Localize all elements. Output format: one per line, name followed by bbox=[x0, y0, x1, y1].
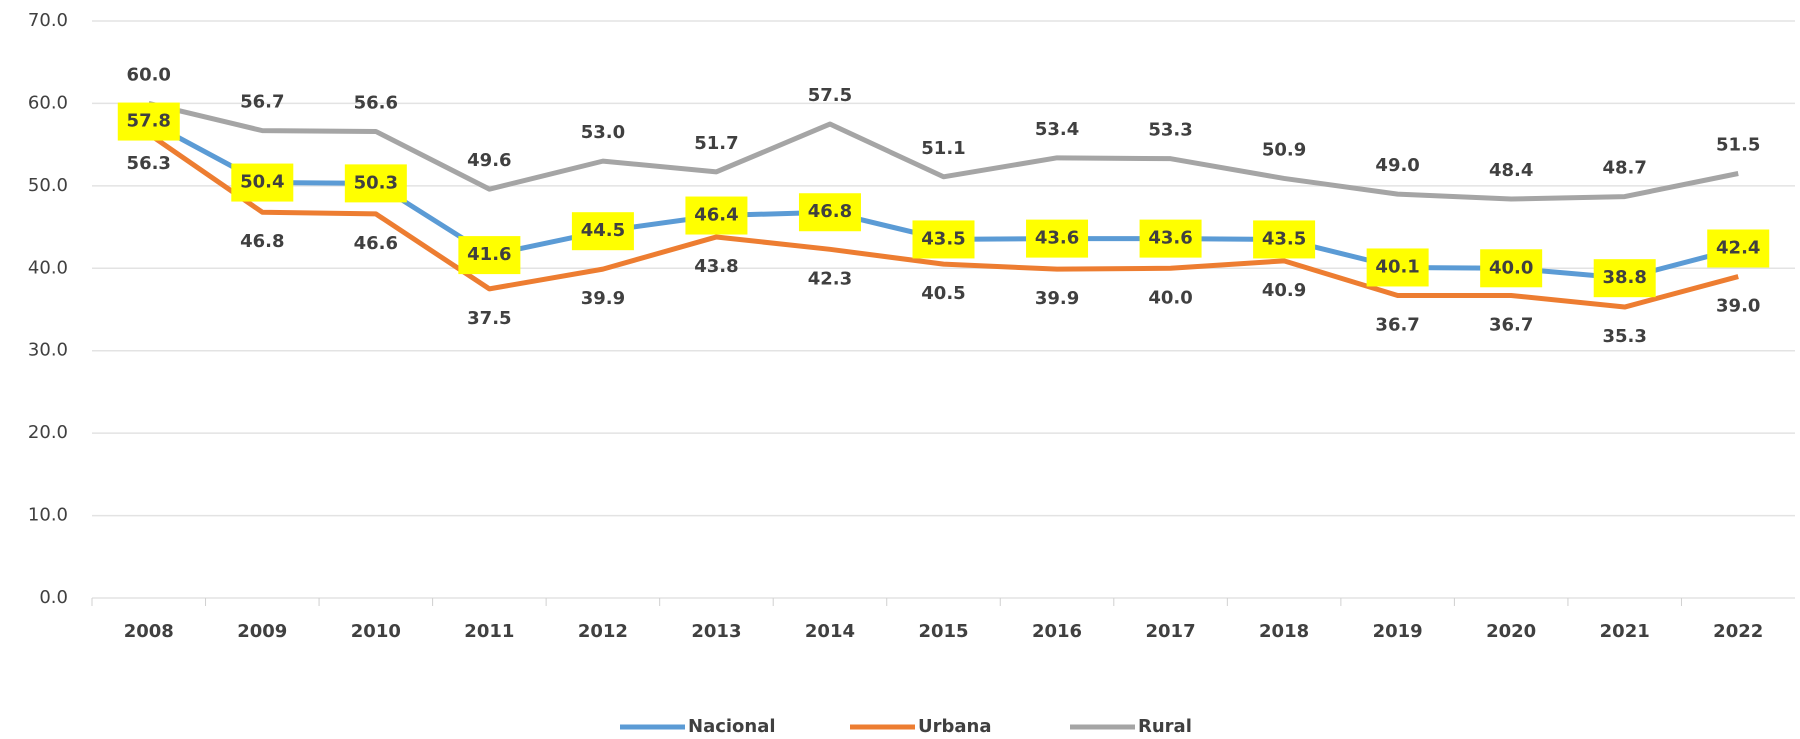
data-label: 51.5 bbox=[1716, 134, 1760, 155]
label-highlight bbox=[912, 220, 975, 259]
data-label: 56.6 bbox=[354, 92, 398, 113]
data-label: 50.3 bbox=[354, 172, 398, 193]
data-label: 40.0 bbox=[1489, 257, 1533, 278]
data-label: 40.0 bbox=[1148, 287, 1192, 308]
x-tick-label: 2011 bbox=[464, 621, 514, 642]
data-label: 36.7 bbox=[1375, 314, 1419, 335]
data-label: 53.4 bbox=[1035, 119, 1079, 140]
data-label: 40.9 bbox=[1262, 280, 1306, 301]
label-highlight bbox=[458, 236, 521, 275]
data-label: 36.7 bbox=[1489, 314, 1533, 335]
label-highlight bbox=[117, 102, 180, 141]
label-highlight bbox=[1139, 219, 1202, 258]
x-tick-label: 2017 bbox=[1146, 621, 1196, 642]
x-tick-label: 2009 bbox=[237, 621, 287, 642]
y-tick-label: 70.0 bbox=[28, 10, 68, 31]
y-tick-label: 40.0 bbox=[28, 257, 68, 278]
data-label: 48.4 bbox=[1489, 160, 1533, 181]
label-highlight bbox=[571, 212, 634, 251]
x-tick-label: 2014 bbox=[805, 621, 855, 642]
x-tick-label: 2016 bbox=[1032, 621, 1082, 642]
data-label: 35.3 bbox=[1602, 326, 1646, 347]
x-tick-label: 2012 bbox=[578, 621, 628, 642]
x-tick-label: 2015 bbox=[918, 621, 968, 642]
data-label: 42.4 bbox=[1716, 238, 1760, 259]
data-label: 43.6 bbox=[1148, 228, 1192, 249]
data-label: 57.5 bbox=[808, 85, 852, 106]
legend-label: Urbana bbox=[918, 716, 992, 737]
data-label: 50.4 bbox=[240, 172, 284, 193]
data-label: 43.8 bbox=[694, 256, 738, 277]
data-label: 60.0 bbox=[127, 64, 171, 85]
data-label: 46.8 bbox=[808, 201, 852, 222]
data-label: 42.3 bbox=[808, 268, 852, 289]
legend-label: Nacional bbox=[688, 716, 776, 737]
y-tick-label: 0.0 bbox=[39, 587, 68, 608]
data-label: 53.0 bbox=[581, 122, 625, 143]
label-highlight bbox=[685, 196, 748, 235]
data-label: 53.3 bbox=[1148, 120, 1192, 141]
series-line bbox=[147, 131, 1739, 310]
data-label: 44.5 bbox=[581, 220, 625, 241]
data-label: 51.1 bbox=[921, 138, 965, 159]
data-label: 56.7 bbox=[240, 92, 284, 113]
legend-label: Rural bbox=[1138, 716, 1192, 737]
x-tick-label: 2010 bbox=[351, 621, 401, 642]
data-label: 38.8 bbox=[1602, 267, 1646, 288]
label-highlight bbox=[1593, 259, 1656, 298]
data-label: 40.1 bbox=[1375, 256, 1419, 277]
label-highlight bbox=[1253, 220, 1316, 259]
data-label: 41.6 bbox=[467, 244, 511, 265]
x-tick-label: 2022 bbox=[1713, 621, 1763, 642]
data-label: 40.5 bbox=[921, 283, 965, 304]
data-label: 57.8 bbox=[127, 111, 171, 132]
data-label: 49.0 bbox=[1375, 155, 1419, 176]
data-label: 39.9 bbox=[581, 288, 625, 309]
data-label: 49.6 bbox=[467, 150, 511, 171]
y-tick-label: 30.0 bbox=[28, 340, 68, 361]
x-tick-label: 2008 bbox=[124, 621, 174, 642]
data-label: 46.4 bbox=[694, 205, 738, 226]
y-tick-label: 50.0 bbox=[28, 175, 68, 196]
x-tick-label: 2013 bbox=[691, 621, 741, 642]
data-label: 43.5 bbox=[921, 228, 965, 249]
label-highlight bbox=[1707, 229, 1770, 268]
label-highlight bbox=[1026, 219, 1089, 258]
data-label: 46.6 bbox=[354, 233, 398, 254]
x-tick-label: 2020 bbox=[1486, 621, 1536, 642]
x-tick-label: 2018 bbox=[1259, 621, 1309, 642]
y-tick-label: 60.0 bbox=[28, 92, 68, 113]
data-label: 48.7 bbox=[1602, 158, 1646, 179]
data-label: 39.0 bbox=[1716, 296, 1760, 317]
data-label: 39.9 bbox=[1035, 288, 1079, 309]
label-highlight bbox=[798, 193, 861, 232]
data-label: 56.3 bbox=[127, 153, 171, 174]
x-tick-label: 2021 bbox=[1600, 621, 1650, 642]
data-label: 50.9 bbox=[1262, 139, 1306, 160]
y-tick-label: 10.0 bbox=[28, 505, 68, 526]
y-tick-label: 20.0 bbox=[28, 422, 68, 443]
data-label: 37.5 bbox=[467, 308, 511, 329]
label-highlight bbox=[1480, 249, 1543, 288]
x-tick-label: 2019 bbox=[1373, 621, 1423, 642]
label-highlight bbox=[1366, 248, 1429, 287]
data-label: 43.6 bbox=[1035, 228, 1079, 249]
data-label: 43.5 bbox=[1262, 228, 1306, 249]
label-highlight bbox=[231, 163, 294, 202]
label-highlight bbox=[344, 164, 407, 203]
series-line bbox=[148, 100, 1739, 202]
data-label: 51.7 bbox=[694, 133, 738, 154]
data-label: 46.8 bbox=[240, 231, 284, 252]
